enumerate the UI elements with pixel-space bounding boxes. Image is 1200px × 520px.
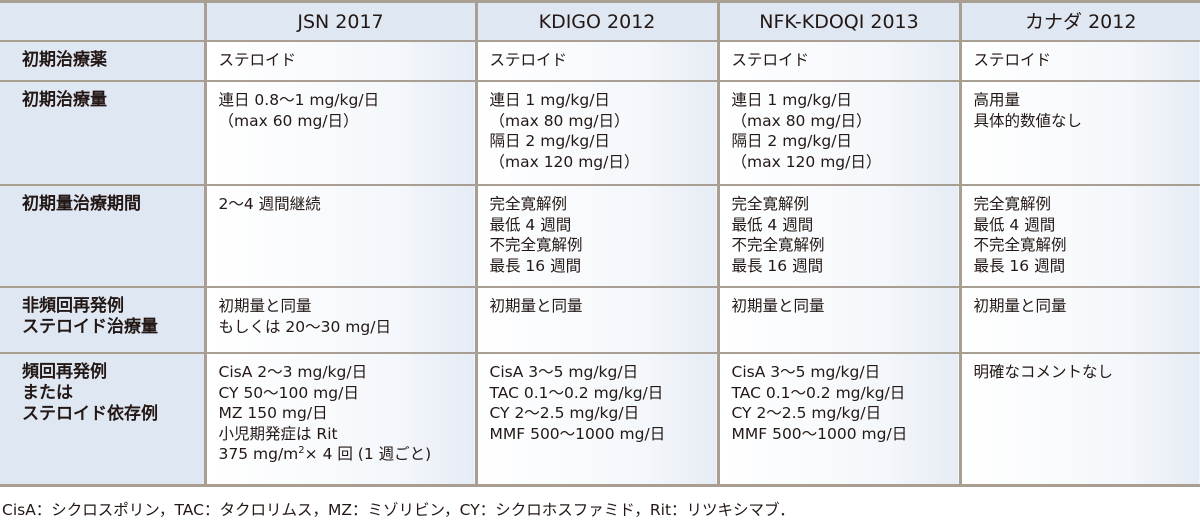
row-header-line: 初期治療薬 (22, 50, 107, 70)
cell-line: 最長 16 週間 (731, 256, 824, 275)
table-cell: ステロイド (474, 41, 718, 82)
column-header: NFK-KDOQI 2013 (716, 1, 960, 42)
table-cell: 初期量と同量 (958, 287, 1200, 354)
cell-line: MMF 500～1000 mg/日 (489, 424, 666, 443)
rit-dose-suffix: × 4 回 (1 週ごと) (304, 445, 432, 463)
cell-line: TAC 0.1～0.2 mg/kg/日 (731, 383, 906, 402)
rit-dose-sup: 2 (298, 444, 305, 456)
cell-line: CY 2～2.5 mg/kg/日 (489, 404, 640, 422)
cell-line: 初期量と同量 (731, 297, 825, 315)
table-row: 非頻回再発例 ステロイド治療量 初期量と同量 もしくは 20～30 mg/日 初期量と同… (0, 287, 1200, 354)
cell-line: ステロイド (973, 51, 1052, 69)
cell-line: 不完全寛解例 (973, 236, 1067, 254)
table-cell: ステロイド (203, 41, 476, 82)
cell-line: 初期量と同量 (973, 297, 1067, 315)
cell-line: 2～4 週間継続 (218, 195, 321, 213)
table-cell: 高用量具体的数値なし (958, 81, 1200, 186)
row-header: 初期治療量 (0, 81, 205, 186)
cell-line: 初期量と同量 (489, 297, 583, 315)
cell-line: 具体的数値なし (973, 111, 1083, 130)
corner-cell (0, 1, 205, 42)
cell-line: ステロイド (731, 51, 810, 69)
table-cell: ステロイド (958, 41, 1200, 82)
row-header: 初期量治療期間 (0, 185, 205, 288)
table-cell: ステロイド (716, 41, 960, 82)
row-header: 頻回再発例 または ステロイド依存例 (0, 353, 205, 487)
column-header: JSN 2017 (203, 1, 476, 42)
cell-line: ステロイド (489, 51, 568, 69)
table-cell: CisA 3～5 mg/kg/日 TAC 0.1～0.2 mg/kg/日 CY 2～… (474, 353, 718, 487)
cell-line: （max 80 mg/日） (489, 111, 630, 130)
cell-line: 最低 4 週間 (489, 215, 572, 234)
cell-line: 連日 1 mg/kg/日 (489, 91, 610, 109)
cell-line: （max 80 mg/日） (731, 111, 872, 130)
footnote: CisA：シクロスポリン，TAC：タクロリムス，MZ：ミゾリビン，CY：シクロホ… (2, 501, 795, 519)
cell-line: （max 120 mg/日） (489, 152, 640, 171)
cell-line: CisA 3～5 mg/kg/日 (489, 363, 639, 381)
row-header-line: 非頻回再発例 (22, 296, 124, 316)
rituximab-dose: 375 mg/m2× 4 回 (1 週ごと) (219, 444, 463, 465)
table-row: 初期治療量 連日 0.8～1 mg/kg/日 （max 60 mg/日） 連日 1 m… (0, 81, 1200, 186)
cell-line: 完全寛解例 (489, 195, 568, 213)
cell-line: （max 120 mg/日） (731, 152, 882, 171)
row-header: 初期治療薬 (0, 41, 205, 82)
table-cell: 明確なコメントなし (958, 353, 1200, 487)
table-cell: 2～4 週間継続 (203, 185, 476, 288)
table-cell: 連日 0.8～1 mg/kg/日 （max 60 mg/日） (203, 81, 476, 186)
cell-line: 不完全寛解例 (489, 236, 583, 254)
guideline-comparison-table: JSN 2017 KDIGO 2012 NFK-KDOQI 2013 カナダ 2… (0, 0, 1200, 487)
table-cell: 連日 1 mg/kg/日 （max 80 mg/日） 隔日 2 mg/kg/日 （ma… (474, 81, 718, 186)
row-header-line: 頻回再発例 (22, 362, 107, 382)
cell-line: 連日 1 mg/kg/日 (731, 91, 852, 109)
table-cell: 完全寛解例最低 4 週間 不完全寛解例 最長 16 週間 (474, 185, 718, 288)
cell-line: 不完全寛解例 (731, 236, 825, 254)
cell-line: ステロイド (218, 51, 297, 69)
cell-line: 最長 16 週間 (489, 256, 582, 275)
table-row: 頻回再発例 または ステロイド依存例 CisA 2～3 mg/kg/日 CY 50～10… (0, 353, 1200, 487)
cell-line: CisA 2～3 mg/kg/日 (218, 363, 368, 381)
rit-dose-prefix: 375 mg/m (218, 445, 299, 463)
cell-line: 隔日 2 mg/kg/日 (489, 132, 610, 150)
cell-line: 小児期発症は Rit (218, 424, 338, 443)
column-header: カナダ 2012 (958, 1, 1200, 42)
table-cell: 初期量と同量もしくは 20～30 mg/日 (203, 287, 476, 354)
row-header-line: ステロイド治療量 (22, 317, 158, 337)
row-header: 非頻回再発例 ステロイド治療量 (0, 287, 205, 354)
cell-line: （max 60 mg/日） (218, 111, 359, 130)
cell-line: 完全寛解例 (973, 195, 1052, 213)
cell-line: 初期量と同量 (218, 297, 312, 315)
cell-line: 完全寛解例 (731, 195, 810, 213)
row-header-line: 初期治療量 (22, 90, 107, 110)
table-row: 初期量治療期間 2～4 週間継続 完全寛解例 最低 4 週間 不完全寛解例 最長 16 週… (0, 185, 1200, 288)
cell-line: 最低 4 週間 (973, 215, 1056, 234)
column-header: KDIGO 2012 (474, 1, 718, 42)
cell-line: CisA 3～5 mg/kg/日 (731, 363, 881, 381)
table-cell: 完全寛解例最低 4 週間 不完全寛解例 最長 16 週間 (716, 185, 960, 288)
cell-line: 隔日 2 mg/kg/日 (731, 132, 852, 150)
table-cell: 初期量と同量 (716, 287, 960, 354)
header-row: JSN 2017 KDIGO 2012 NFK-KDOQI 2013 カナダ 2… (0, 1, 1200, 42)
cell-line: TAC 0.1～0.2 mg/kg/日 (489, 383, 664, 402)
cell-line: MZ 150 mg/日 (218, 404, 328, 422)
cell-line: 明確なコメントなし (973, 363, 1114, 381)
cell-line: 連日 0.8～1 mg/kg/日 (218, 91, 380, 109)
cell-line: もしくは 20～30 mg/日 (218, 317, 391, 336)
cell-line: CY 2～2.5 mg/kg/日 (731, 404, 882, 422)
cell-line: CY 50～100 mg/日 (218, 383, 359, 402)
table-cell: CisA 2～3 mg/kg/日 CY 50～100 mg/日 MZ 150 mg/… (203, 353, 476, 487)
cell-line: 最長 16 週間 (973, 256, 1066, 275)
cell-line: MMF 500～1000 mg/日 (731, 424, 908, 443)
table-cell: 連日 1 mg/kg/日 （max 80 mg/日） 隔日 2 mg/kg/日 （ma… (716, 81, 960, 186)
row-header-line: ステロイド依存例 (22, 404, 158, 424)
row-header-line: 初期量治療期間 (22, 194, 141, 214)
cell-line: 最低 4 週間 (731, 215, 814, 234)
cell-line: 高用量 (973, 91, 1021, 109)
table-cell: 初期量と同量 (474, 287, 718, 354)
table-cell: 完全寛解例最低 4 週間 不完全寛解例 最長 16 週間 (958, 185, 1200, 288)
table-cell: CisA 3～5 mg/kg/日 TAC 0.1～0.2 mg/kg/日 CY 2～… (716, 353, 960, 487)
row-header-line: または (22, 383, 73, 403)
table-row: 初期治療薬 ステロイド ステロイド ステロイド ステロイド (0, 41, 1200, 82)
